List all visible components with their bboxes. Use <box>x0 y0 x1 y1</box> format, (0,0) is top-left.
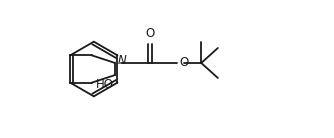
Text: N: N <box>118 55 127 67</box>
Text: HO: HO <box>96 78 114 91</box>
Text: O: O <box>145 27 155 40</box>
Text: O: O <box>179 56 189 70</box>
